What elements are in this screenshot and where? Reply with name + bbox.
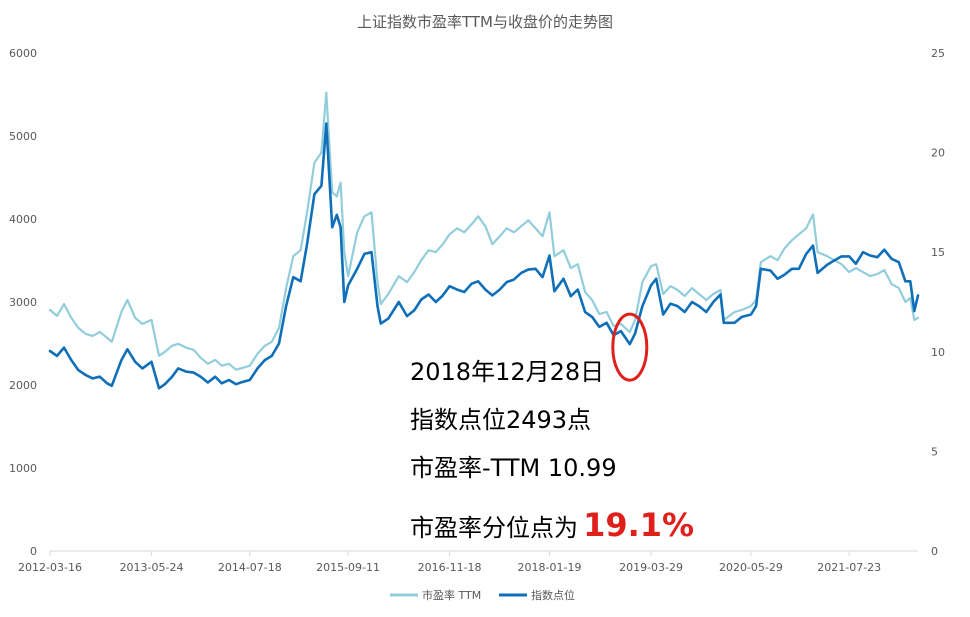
y-right-tick-label: 0 [931,545,938,558]
y-left-tick-label: 2000 [9,379,37,392]
x-tick-label: 2015-09-11 [316,561,380,574]
x-axis: 2012-03-16 2013-05-24 2014-07-18 2015-09-11… [18,551,881,574]
annotation: 2018年12月28日 指数点位2493点 市盈率-TTM 10.99 市盈率分… [410,358,694,544]
y-left-tick-label: 6000 [9,47,37,60]
y-left-tick-label: 4000 [9,213,37,226]
y-axis-right: 0 5 10 15 20 25 [931,47,945,558]
y-right-tick-label: 25 [931,47,945,60]
highlight-circle [611,312,649,382]
annotation-percentile-label: 市盈率分位点为 [410,514,578,542]
annotation-date: 2018年12月28日 [410,358,604,386]
x-tick-label: 2019-03-29 [619,561,683,574]
x-tick-label: 2012-03-16 [18,561,82,574]
chart-title: 上证指数市盈率TTM与收盘价的走势图 [357,13,613,31]
annotation-index: 指数点位2493点 [410,406,591,434]
y-right-tick-label: 15 [931,246,945,259]
legend-label-pe: 市盈率 TTM [422,588,481,602]
pe-ttm-line [48,91,920,371]
y-left-tick-label: 5000 [9,130,37,143]
y-left-tick-label: 1000 [9,462,37,475]
legend: 市盈率 TTM 指数点位 [390,588,575,602]
series-layer [48,91,920,390]
y-left-tick-label: 0 [30,545,37,558]
annotation-percentile: 市盈率分位点为 19.1% [410,506,694,544]
annotation-percentile-value: 19.1% [583,506,694,544]
legend-label-index: 指数点位 [531,588,575,602]
y-right-tick-label: 10 [931,346,945,359]
x-tick-label: 2020-05-29 [719,561,783,574]
x-tick-label: 2021-07-23 [817,561,881,574]
x-tick-label: 2014-07-18 [218,561,282,574]
annotation-pe: 市盈率-TTM 10.99 [410,454,617,482]
y-right-tick-label: 5 [931,445,938,458]
y-left-tick-label: 3000 [9,296,37,309]
y-right-tick-label: 20 [931,147,945,160]
y-axis-left: 0 1000 2000 3000 4000 5000 6000 [9,47,37,558]
x-tick-label: 2016-11-18 [418,561,482,574]
x-tick-label: 2013-05-24 [120,561,184,574]
x-tick-label: 2018-01-19 [518,561,582,574]
index-line [48,122,920,390]
